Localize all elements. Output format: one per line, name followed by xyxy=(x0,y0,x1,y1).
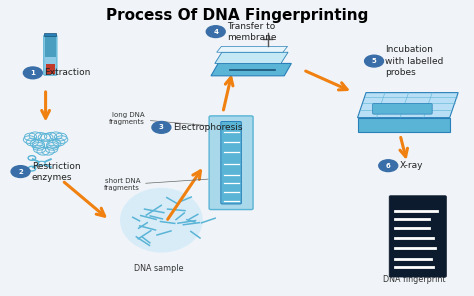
Text: X-ray: X-ray xyxy=(400,161,423,170)
FancyBboxPatch shape xyxy=(44,35,57,75)
Circle shape xyxy=(11,166,30,178)
Text: Transfer to
membrane: Transfer to membrane xyxy=(227,22,276,42)
Polygon shape xyxy=(357,118,450,132)
Text: 4: 4 xyxy=(213,29,218,35)
Circle shape xyxy=(23,67,42,79)
Bar xyxy=(46,64,55,74)
Circle shape xyxy=(206,26,225,38)
Text: 2: 2 xyxy=(18,168,23,175)
Text: Incubation
with labelled
probes: Incubation with labelled probes xyxy=(385,46,444,77)
Polygon shape xyxy=(217,46,288,52)
FancyBboxPatch shape xyxy=(373,104,432,114)
Text: Extraction: Extraction xyxy=(44,68,91,77)
Polygon shape xyxy=(211,63,292,76)
Text: short DNA
fragments: short DNA fragments xyxy=(104,178,208,191)
Polygon shape xyxy=(215,52,288,63)
Circle shape xyxy=(365,55,383,67)
FancyBboxPatch shape xyxy=(209,116,253,210)
Text: DNA sample: DNA sample xyxy=(134,264,184,273)
Text: Restriction
enzymes: Restriction enzymes xyxy=(32,162,81,182)
Ellipse shape xyxy=(120,188,203,252)
Text: 6: 6 xyxy=(386,163,391,169)
Text: DNA fingerprint: DNA fingerprint xyxy=(383,274,446,284)
FancyBboxPatch shape xyxy=(221,121,241,204)
Text: Electrophoresis: Electrophoresis xyxy=(173,123,242,132)
Text: 5: 5 xyxy=(372,58,376,64)
Bar xyxy=(44,33,56,36)
Circle shape xyxy=(38,161,45,165)
Polygon shape xyxy=(357,93,458,118)
Text: 1: 1 xyxy=(30,70,35,76)
Text: 3: 3 xyxy=(159,124,164,130)
Text: long DNA
fragments: long DNA fragments xyxy=(109,112,208,126)
Circle shape xyxy=(379,160,398,172)
FancyBboxPatch shape xyxy=(389,196,447,277)
Text: Process Of DNA Fingerprinting: Process Of DNA Fingerprinting xyxy=(106,8,368,23)
Bar xyxy=(45,36,55,57)
Circle shape xyxy=(152,121,171,133)
